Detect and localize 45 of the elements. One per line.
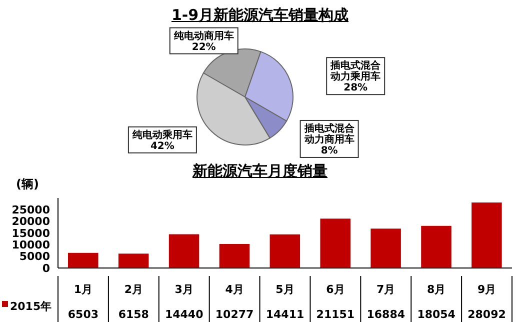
x-tick-label: 8月 <box>427 283 446 296</box>
data-label: 42% <box>150 140 174 152</box>
data-label: 10277 <box>215 308 254 321</box>
data-label: 6158 <box>118 308 149 321</box>
bar <box>168 234 200 268</box>
y-tick-label: 20000 <box>12 215 50 228</box>
x-tick-label: 3月 <box>174 283 194 296</box>
y-tick-label: 15000 <box>12 226 50 240</box>
x-tick-label: 5月 <box>276 283 294 296</box>
x-tick-label: 6月 <box>326 283 345 296</box>
x-tick-label: 7月 <box>376 283 396 296</box>
data-label: 18054 <box>417 308 456 321</box>
data-label: 28092 <box>468 308 506 321</box>
y-tick-label: 10000 <box>12 238 50 252</box>
bar <box>472 202 502 268</box>
chart-title: 新能源汽车月度销量 <box>192 162 328 180</box>
data-label: 8% <box>320 145 338 156</box>
x-tick-label: 2月 <box>124 283 143 296</box>
x-tick-label: 4月 <box>225 283 244 296</box>
bar <box>118 254 149 268</box>
x-tick-label: 9月 <box>477 283 496 296</box>
bar <box>421 226 452 268</box>
data-label: 14411 <box>266 308 304 321</box>
x-tick-label: 1月 <box>74 283 93 296</box>
y-tick-label: 25000 <box>12 204 50 217</box>
data-label: 6503 <box>68 308 99 321</box>
bar <box>68 252 98 268</box>
y-tick-label: 5000 <box>19 250 50 264</box>
data-label: 14440 <box>164 308 204 321</box>
y-axis-title: (辆) <box>16 176 39 193</box>
data-label: 28% <box>344 82 368 94</box>
bar <box>219 244 250 268</box>
slice-label: 插电式混合动力商用车 <box>303 122 356 146</box>
bar <box>270 234 300 268</box>
chart-title: 1-9月新能源汽车销量构成 <box>170 6 350 25</box>
y-tick-label: 0 <box>42 262 50 275</box>
slice-label: 插电式混合动力乘用车 <box>330 60 382 83</box>
data-label: 21151 <box>316 308 355 321</box>
legend-label: 2015年 <box>9 299 52 314</box>
data-label: 16884 <box>366 308 406 321</box>
data-label: 22% <box>192 42 216 53</box>
bar <box>320 218 350 268</box>
slice-label: 纯电动乘用车 <box>131 128 192 141</box>
slice-label: 纯电动商用车 <box>172 30 234 42</box>
bar <box>370 228 401 268</box>
